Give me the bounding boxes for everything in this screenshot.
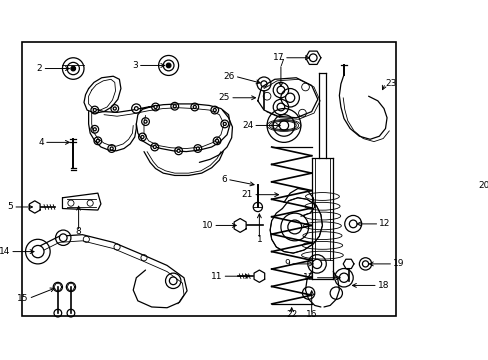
Circle shape [154, 105, 157, 108]
Text: 2: 2 [37, 64, 42, 73]
Circle shape [193, 105, 196, 108]
Circle shape [153, 145, 156, 149]
Circle shape [169, 277, 177, 285]
Circle shape [312, 259, 321, 269]
Circle shape [93, 108, 96, 112]
Circle shape [110, 147, 113, 150]
Circle shape [348, 220, 356, 228]
Text: 9: 9 [284, 260, 289, 269]
Circle shape [141, 135, 143, 139]
Text: 7: 7 [278, 59, 283, 68]
Circle shape [215, 139, 218, 142]
Circle shape [113, 107, 116, 110]
Circle shape [166, 63, 171, 68]
Circle shape [71, 66, 75, 71]
Circle shape [287, 220, 301, 234]
Text: 23: 23 [385, 78, 396, 87]
Text: 24: 24 [242, 121, 253, 130]
Circle shape [134, 107, 138, 111]
Text: 19: 19 [392, 260, 404, 269]
Text: 16: 16 [305, 310, 317, 319]
Circle shape [32, 246, 44, 258]
Text: 11: 11 [210, 272, 222, 281]
Text: 22: 22 [285, 310, 297, 319]
Text: 5: 5 [7, 202, 13, 211]
Text: 14: 14 [0, 247, 10, 256]
Text: 10: 10 [202, 221, 213, 230]
Circle shape [196, 147, 199, 150]
Circle shape [143, 120, 147, 123]
Circle shape [59, 234, 67, 242]
Circle shape [96, 139, 99, 142]
Circle shape [213, 108, 216, 112]
Text: 13: 13 [303, 273, 314, 282]
Text: 20: 20 [478, 181, 488, 190]
Text: 25: 25 [218, 93, 230, 102]
Circle shape [93, 128, 96, 131]
Text: 18: 18 [377, 281, 388, 290]
Circle shape [339, 273, 348, 282]
Text: 8: 8 [76, 227, 81, 236]
Text: 1: 1 [256, 235, 262, 244]
Text: 17: 17 [272, 53, 284, 62]
Circle shape [177, 149, 180, 152]
Text: 26: 26 [223, 72, 234, 81]
Circle shape [223, 122, 226, 125]
Text: 15: 15 [17, 294, 29, 303]
Circle shape [285, 93, 294, 102]
Text: 4: 4 [38, 138, 44, 147]
Text: 21: 21 [242, 190, 253, 199]
Circle shape [173, 105, 176, 108]
Text: 3: 3 [132, 61, 138, 70]
Text: 12: 12 [379, 219, 390, 228]
Text: 6: 6 [221, 175, 226, 184]
